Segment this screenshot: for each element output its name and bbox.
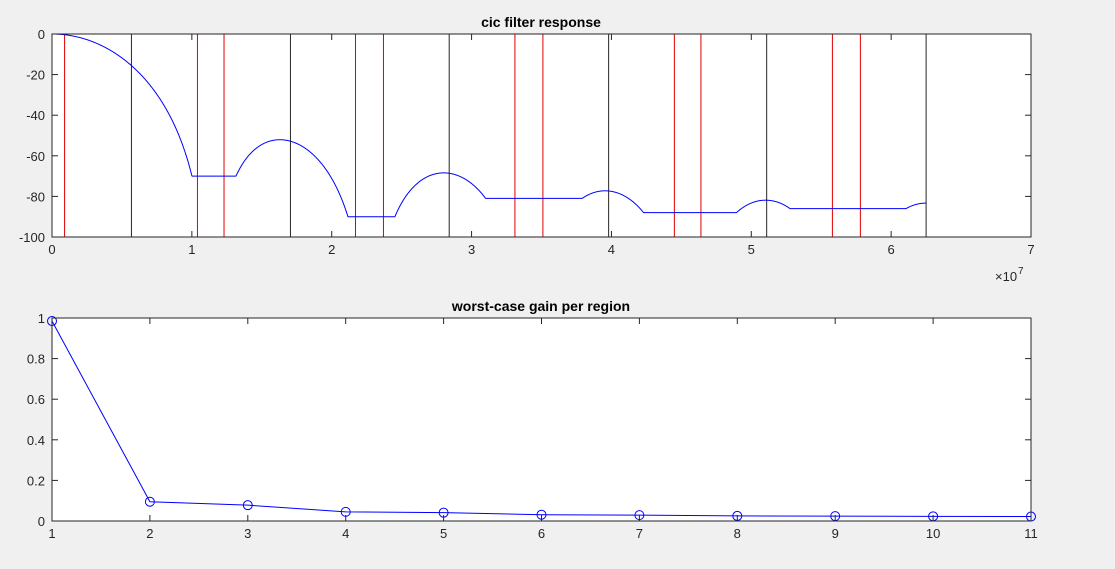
x-tick-label: 3 [244,526,251,541]
chart-title: worst-case gain per region [451,298,630,314]
axes-frame [51,317,1032,522]
x-tick-label: 2 [328,242,335,257]
x-exponent-base: ×10 [995,269,1017,284]
x-tick-label: 3 [468,242,475,257]
x-tick-label: 4 [342,526,349,541]
x-tick-label: 6 [538,526,545,541]
y-tick-label: -60 [26,149,45,164]
x-tick-label: 8 [734,526,741,541]
x-tick-label: 4 [608,242,615,257]
y-tick-label: 0.8 [27,352,45,367]
y-tick-label: 0.6 [27,392,45,407]
y-tick-label: -20 [26,68,45,83]
y-tick-label: -100 [19,230,45,245]
tick-labels: 1 2 3 4 5 6 7 8 9 10 11 0 0.2 0.4 0.6 0.8 1 [27,311,1038,541]
axes-background [52,318,1031,521]
y-tick-label: 0 [38,27,45,42]
red-vertical-lines [64,34,861,237]
series-response [52,33,927,218]
x-tick-label: 2 [146,526,153,541]
y-tick-label: 0 [38,514,45,529]
x-tick-label: 1 [188,242,195,257]
x-exponent-label: ×10 7 [995,266,1024,284]
gain-point[interactable] [242,500,253,511]
x-tick-label: 5 [748,242,755,257]
x-tick-label: 1 [48,526,55,541]
axes-worst-case-gain[interactable]: worst-case gain per region 1 2 3 4 5 6 7 8 9 10 11… [27,298,1038,541]
black-vertical-lines [130,34,927,237]
x-tick-label: 11 [1024,526,1038,541]
axes-cic-filter-response[interactable]: cic filter response 0 1 2 3 4 5 6 7 0 -20 -40 -60 -8… [19,14,1035,284]
gain-line [51,320,1032,518]
x-tick-label: 10 [926,526,940,541]
x-tick-label: 5 [440,526,447,541]
x-tick-label: 7 [1027,242,1034,257]
y-tick-label: 1 [38,311,45,326]
y-tick-label: 0.4 [27,433,45,448]
x-exponent-power: 7 [1018,266,1024,277]
x-tick-label: 6 [888,242,895,257]
chart-title: cic filter response [481,14,601,30]
axes-background [52,34,1031,237]
axes-frame [51,33,1032,238]
y-tick-label: 0.2 [27,473,45,488]
gain-point[interactable] [144,496,155,507]
tick-labels: 0 1 2 3 4 5 6 7 0 -20 -40 -60 -80 -100 [19,27,1035,257]
x-tick-label: 9 [832,526,839,541]
axes-box [51,33,1032,238]
x-tick-label: 0 [48,242,55,257]
y-tick-label: -40 [26,108,45,123]
x-tick-label: 7 [636,526,643,541]
y-tick-label: -80 [26,189,45,204]
response-line [52,33,927,218]
